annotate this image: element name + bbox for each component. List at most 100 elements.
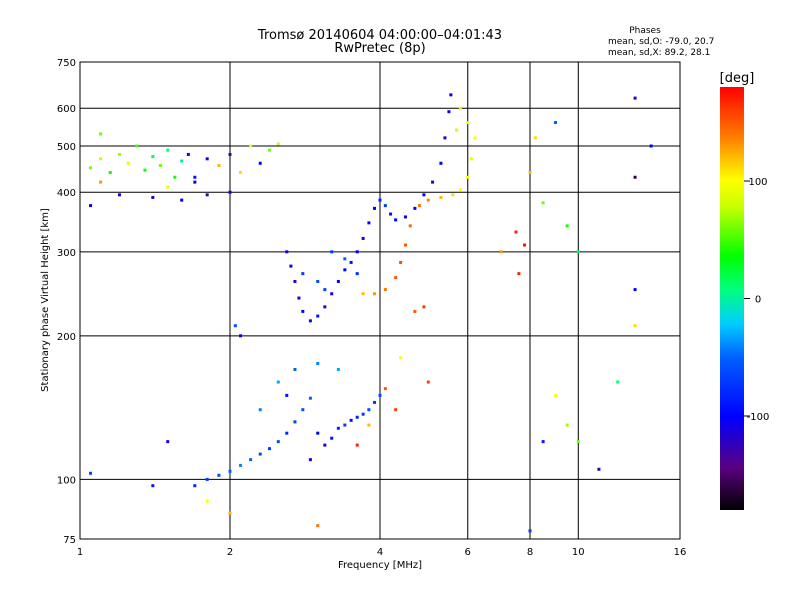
data-point xyxy=(228,469,232,473)
data-point xyxy=(597,467,601,471)
data-point xyxy=(469,157,473,161)
data-point xyxy=(89,471,93,475)
y-tick-label: 100 xyxy=(57,475,76,486)
data-point xyxy=(186,152,190,156)
data-point xyxy=(151,155,155,159)
y-tick-label: 750 xyxy=(57,58,76,69)
data-point xyxy=(126,161,130,165)
x-tick-label: 16 xyxy=(674,547,687,558)
data-point xyxy=(99,157,103,161)
data-point xyxy=(267,447,271,451)
y-axis-label: Stationary phase Virtual Height [km] xyxy=(40,208,51,392)
data-point xyxy=(455,128,459,132)
y-tick-label: 500 xyxy=(57,142,76,153)
colorbar-tick-label: -100 xyxy=(747,412,770,423)
data-point xyxy=(89,204,93,208)
data-point xyxy=(166,185,170,189)
data-point xyxy=(249,144,253,148)
data-point xyxy=(249,458,253,462)
phase-stats-x: mean, sd,X: 89.2, 28.1 xyxy=(608,48,710,58)
data-point xyxy=(205,157,209,161)
x-tick-label: 8 xyxy=(527,547,533,558)
data-point xyxy=(316,361,320,365)
data-point xyxy=(394,276,398,280)
data-point xyxy=(349,260,353,264)
data-point xyxy=(553,121,557,125)
data-point xyxy=(217,164,221,168)
data-point xyxy=(447,110,451,114)
data-point xyxy=(267,148,271,152)
data-point xyxy=(439,161,443,165)
data-point xyxy=(426,380,430,384)
colorbar-tick-label: 0 xyxy=(755,295,761,306)
colorbar-ticks: 100 0 -100 xyxy=(744,177,769,423)
data-point xyxy=(301,309,305,313)
data-point xyxy=(633,324,637,328)
data-point xyxy=(285,431,289,435)
x-tick-label: 1 xyxy=(77,547,83,558)
data-point xyxy=(439,195,443,199)
data-point xyxy=(413,206,417,210)
data-point xyxy=(193,175,197,179)
data-point xyxy=(403,215,407,219)
data-point xyxy=(258,161,262,165)
data-point xyxy=(431,180,435,184)
data-point xyxy=(205,193,209,197)
data-point xyxy=(417,204,421,208)
data-point xyxy=(422,305,426,309)
data-point xyxy=(205,499,209,503)
data-point xyxy=(180,198,184,202)
data-point xyxy=(408,224,412,228)
data-point xyxy=(323,288,327,292)
data-point xyxy=(193,484,197,488)
data-point xyxy=(228,190,232,194)
data-point xyxy=(553,393,557,397)
data-points xyxy=(89,93,653,533)
data-point xyxy=(343,268,347,272)
data-point xyxy=(217,473,221,477)
data-point xyxy=(285,393,289,397)
data-point xyxy=(323,443,327,447)
phase-stats-header: Phases xyxy=(629,26,661,36)
data-point xyxy=(228,152,232,156)
data-point xyxy=(151,484,155,488)
data-point xyxy=(378,198,382,202)
data-point xyxy=(403,243,407,247)
data-point xyxy=(373,206,377,210)
plot-frame xyxy=(79,61,681,540)
y-axis-ticks: 75 100 200 300 400 500 600 750 xyxy=(57,58,76,546)
data-point xyxy=(443,136,447,140)
data-point xyxy=(449,93,453,97)
data-point xyxy=(330,250,334,254)
data-point xyxy=(565,423,569,427)
data-point xyxy=(383,387,387,391)
data-point xyxy=(276,142,280,146)
data-point xyxy=(166,148,170,152)
data-point xyxy=(383,204,387,208)
data-point xyxy=(413,309,417,313)
data-point xyxy=(633,175,637,179)
chart-title: Tromsø 20140604 04:00:00–04:01:43 xyxy=(257,28,502,43)
data-point xyxy=(180,159,184,163)
y-tick-label: 300 xyxy=(57,248,76,259)
data-point xyxy=(108,170,112,174)
data-point xyxy=(399,260,403,264)
data-point xyxy=(336,367,340,371)
data-point xyxy=(367,423,371,427)
data-point xyxy=(541,440,545,444)
data-point xyxy=(517,272,521,276)
data-point xyxy=(89,166,93,170)
x-tick-label: 2 xyxy=(227,547,233,558)
data-point xyxy=(361,236,365,240)
x-axis-label: Frequency [MHz] xyxy=(338,560,422,571)
data-point xyxy=(117,152,121,156)
data-point xyxy=(361,412,365,416)
data-point xyxy=(458,106,462,110)
data-point xyxy=(633,288,637,292)
data-point xyxy=(576,250,580,254)
data-point xyxy=(355,415,359,419)
data-point xyxy=(99,132,103,136)
data-point xyxy=(297,296,301,300)
data-point xyxy=(336,279,340,283)
data-point xyxy=(293,420,297,424)
